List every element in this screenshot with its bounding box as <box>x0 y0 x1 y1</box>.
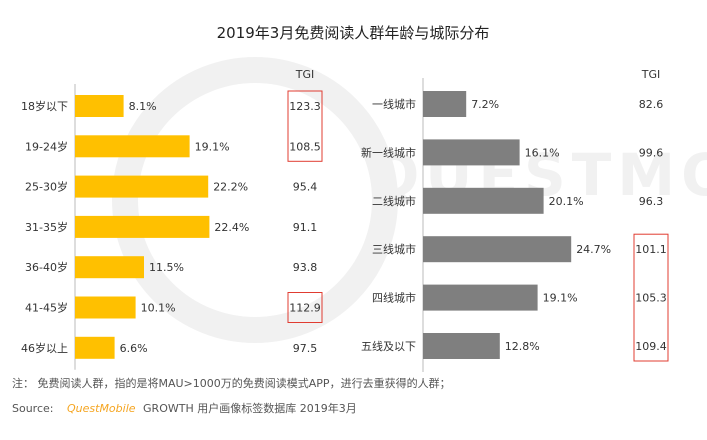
age-category-label: 18岁以下 <box>21 99 68 113</box>
city-category-label: 新一线城市 <box>361 145 416 159</box>
age-value-label: 22.2% <box>213 181 248 194</box>
age-value-label: 8.1% <box>129 100 157 113</box>
age-tgi-value: 112.9 <box>289 302 321 315</box>
city-category-label: 一线城市 <box>372 97 416 111</box>
tgi-header-right: TGI <box>641 68 661 81</box>
age-category-label: 19-24岁 <box>25 139 68 153</box>
city-tgi-value: 99.6 <box>639 146 664 159</box>
city-category-label: 三线城市 <box>372 242 416 256</box>
age-bar <box>75 135 190 158</box>
age-tgi-value: 97.5 <box>293 342 318 355</box>
age-tgi-highlight-box <box>287 292 323 323</box>
source-brand: QuestMobile <box>67 402 136 415</box>
age-bar <box>75 215 210 238</box>
city-bar <box>423 284 538 311</box>
footnote: 注： 免费阅读人群，指的是将MAU>1000万的免费阅读模式APP，进行去重获得… <box>12 376 451 390</box>
city-bar <box>423 333 500 359</box>
age-category-label: 46岁以上 <box>21 341 68 355</box>
city-tgi-value: 96.3 <box>639 195 664 208</box>
tgi-header-left: TGI <box>295 68 315 81</box>
svg-text:Source: QuestMobile: Source: QuestMobile GROWTH 用户画像标签数据库 201… <box>12 401 357 415</box>
age-value-label: 22.4% <box>214 221 249 234</box>
watermark: QUESTMOBILE <box>112 57 707 343</box>
age-value-label: 10.1% <box>141 302 176 315</box>
city-value-label: 12.8% <box>505 340 540 353</box>
city-bar <box>423 139 520 166</box>
age-bar-chart: 18岁以下 8.1% 123.3 19-24岁 19.1% 108.5 25-30岁 22.2… <box>21 84 323 370</box>
city-value-label: 20.1% <box>549 195 584 208</box>
age-value-label: 11.5% <box>149 261 184 274</box>
age-value-label: 6.6% <box>120 342 148 355</box>
source-text: GROWTH 用户画像标签数据库 2019年3月 <box>143 401 357 415</box>
city-tgi-value: 101.1 <box>635 243 667 256</box>
age-value-label: 19.1% <box>195 140 230 153</box>
age-bar <box>75 336 115 359</box>
city-value-label: 7.2% <box>471 98 499 111</box>
age-category-label: 41-45岁 <box>25 301 68 315</box>
age-bar <box>75 95 124 117</box>
age-bar <box>75 175 209 198</box>
city-bar <box>423 187 544 214</box>
city-tgi-highlight-box <box>633 233 669 362</box>
source-label: Source: <box>12 402 54 415</box>
city-bar <box>423 236 572 263</box>
chart-title: 2019年3月免费阅读人群年龄与城际分布 <box>217 24 490 42</box>
age-category-label: 31-35岁 <box>25 220 68 234</box>
age-category-label: 36-40岁 <box>25 260 68 274</box>
age-tgi-value: 108.5 <box>289 140 321 153</box>
city-tgi-value: 109.4 <box>635 340 667 353</box>
city-value-label: 19.1% <box>543 292 578 305</box>
city-category-label: 五线及以下 <box>361 339 416 353</box>
age-bar <box>75 296 136 319</box>
age-bar <box>75 256 144 279</box>
city-tgi-value: 105.3 <box>635 292 667 305</box>
age-tgi-value: 123.3 <box>289 100 321 113</box>
age-tgi-value: 95.4 <box>293 181 318 194</box>
city-bar-chart: 一线城市 7.2% 82.6 新一线城市 16.1% 99.6 二线城市 20.1% 96.3 三… <box>361 78 669 372</box>
age-tgi-value: 91.1 <box>293 221 318 234</box>
source-line: Source: QuestMobile GROWTH 用户画像标签数据库 201… <box>12 401 357 415</box>
city-category-label: 二线城市 <box>372 194 416 208</box>
age-tgi-highlight-box <box>287 90 323 162</box>
city-bar <box>423 91 467 117</box>
city-value-label: 16.1% <box>525 146 560 159</box>
age-category-label: 25-30岁 <box>25 180 68 194</box>
city-tgi-value: 82.6 <box>639 98 664 111</box>
city-category-label: 四线城市 <box>372 291 416 305</box>
age-tgi-value: 93.8 <box>293 261 318 274</box>
city-value-label: 24.7% <box>576 243 611 256</box>
